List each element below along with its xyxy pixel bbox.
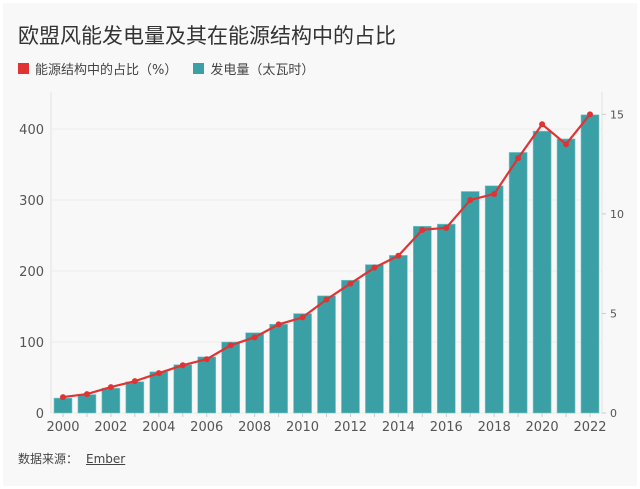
bar-2006 xyxy=(197,356,217,414)
bar-2009 xyxy=(269,323,288,414)
x-tick-label: 2010 xyxy=(286,420,319,435)
share-point-2002 xyxy=(107,384,114,391)
share-point-2007 xyxy=(227,342,234,349)
share-point-2001 xyxy=(83,391,90,398)
bar-2003 xyxy=(125,381,145,414)
share-point-2005 xyxy=(179,362,186,369)
bar-2005 xyxy=(173,364,193,414)
share-point-2014 xyxy=(395,252,402,259)
bar-2014 xyxy=(389,255,408,414)
bar-2017 xyxy=(460,191,480,414)
legend-swatch-share xyxy=(18,63,29,74)
share-point-2006 xyxy=(203,356,210,363)
source-link[interactable]: Ember xyxy=(86,452,126,466)
share-point-2010 xyxy=(299,314,306,321)
share-point-2011 xyxy=(323,296,330,303)
left-tick-label: 200 xyxy=(19,265,44,280)
x-tick-label: 2006 xyxy=(190,420,223,435)
right-tick-label: 5 xyxy=(610,307,617,320)
bar-2018 xyxy=(484,185,504,414)
share-point-2000 xyxy=(60,394,66,401)
bar-2004 xyxy=(149,371,169,414)
bar-2011 xyxy=(317,295,336,414)
left-tick-label: 100 xyxy=(19,336,44,351)
x-tick-label: 2022 xyxy=(573,420,606,435)
source: 数据来源： Ember xyxy=(18,450,125,467)
right-tick-label: 15 xyxy=(610,108,624,121)
bar-2002 xyxy=(101,387,121,414)
bar-2021 xyxy=(556,138,576,414)
bar-2019 xyxy=(508,152,528,414)
share-point-2019 xyxy=(515,155,522,162)
share-point-2012 xyxy=(347,280,354,287)
bar-2008 xyxy=(245,332,264,414)
legend-label-generation: 发电量（太瓦时） xyxy=(210,63,315,78)
share-point-2018 xyxy=(491,190,498,197)
bar-2015 xyxy=(413,225,432,414)
bar-2010 xyxy=(293,313,312,414)
bar-2016 xyxy=(436,223,456,414)
x-tick-label: 2020 xyxy=(526,420,559,435)
share-point-2020 xyxy=(539,121,546,128)
x-tick-label: 2012 xyxy=(334,420,367,435)
x-tick-label: 2014 xyxy=(382,420,415,435)
right-tick-label: 10 xyxy=(610,208,624,221)
x-tick-label: 2016 xyxy=(430,420,463,435)
share-point-2008 xyxy=(251,334,258,341)
share-point-2021 xyxy=(563,141,570,148)
bar-2001 xyxy=(77,394,97,414)
x-tick-label: 2002 xyxy=(94,420,127,435)
share-point-2022 xyxy=(587,111,593,118)
bar-2012 xyxy=(341,279,360,414)
bar-2007 xyxy=(221,341,240,414)
share-point-2017 xyxy=(467,196,474,203)
left-tick-label: 400 xyxy=(19,123,44,138)
x-tick-label: 2004 xyxy=(142,420,175,435)
chart-title: 欧盟风能发电量及其在能源结构中的占比 xyxy=(18,24,396,48)
right-tick-label: 0 xyxy=(610,407,617,420)
share-point-2013 xyxy=(371,264,378,271)
legend-label-share: 能源结构中的占比（%） xyxy=(35,63,178,78)
left-tick-label: 0 xyxy=(36,407,44,422)
bar-2013 xyxy=(365,264,384,414)
bar-2022 xyxy=(580,114,600,414)
share-point-2015 xyxy=(419,226,426,233)
x-tick-label: 2000 xyxy=(46,420,79,435)
share-point-2004 xyxy=(155,370,162,377)
legend: 能源结构中的占比（%） 发电量（太瓦时） xyxy=(18,59,314,78)
x-tick-label: 2008 xyxy=(238,420,271,435)
bar-2020 xyxy=(532,130,552,414)
share-point-2009 xyxy=(275,321,282,328)
share-point-2003 xyxy=(131,378,138,385)
left-tick-label: 300 xyxy=(19,194,44,209)
source-label: 数据来源： xyxy=(18,452,79,466)
legend-swatch-generation xyxy=(193,63,205,74)
bar-2000 xyxy=(53,397,73,414)
share-point-2016 xyxy=(443,224,450,231)
x-tick-label: 2018 xyxy=(478,420,511,435)
